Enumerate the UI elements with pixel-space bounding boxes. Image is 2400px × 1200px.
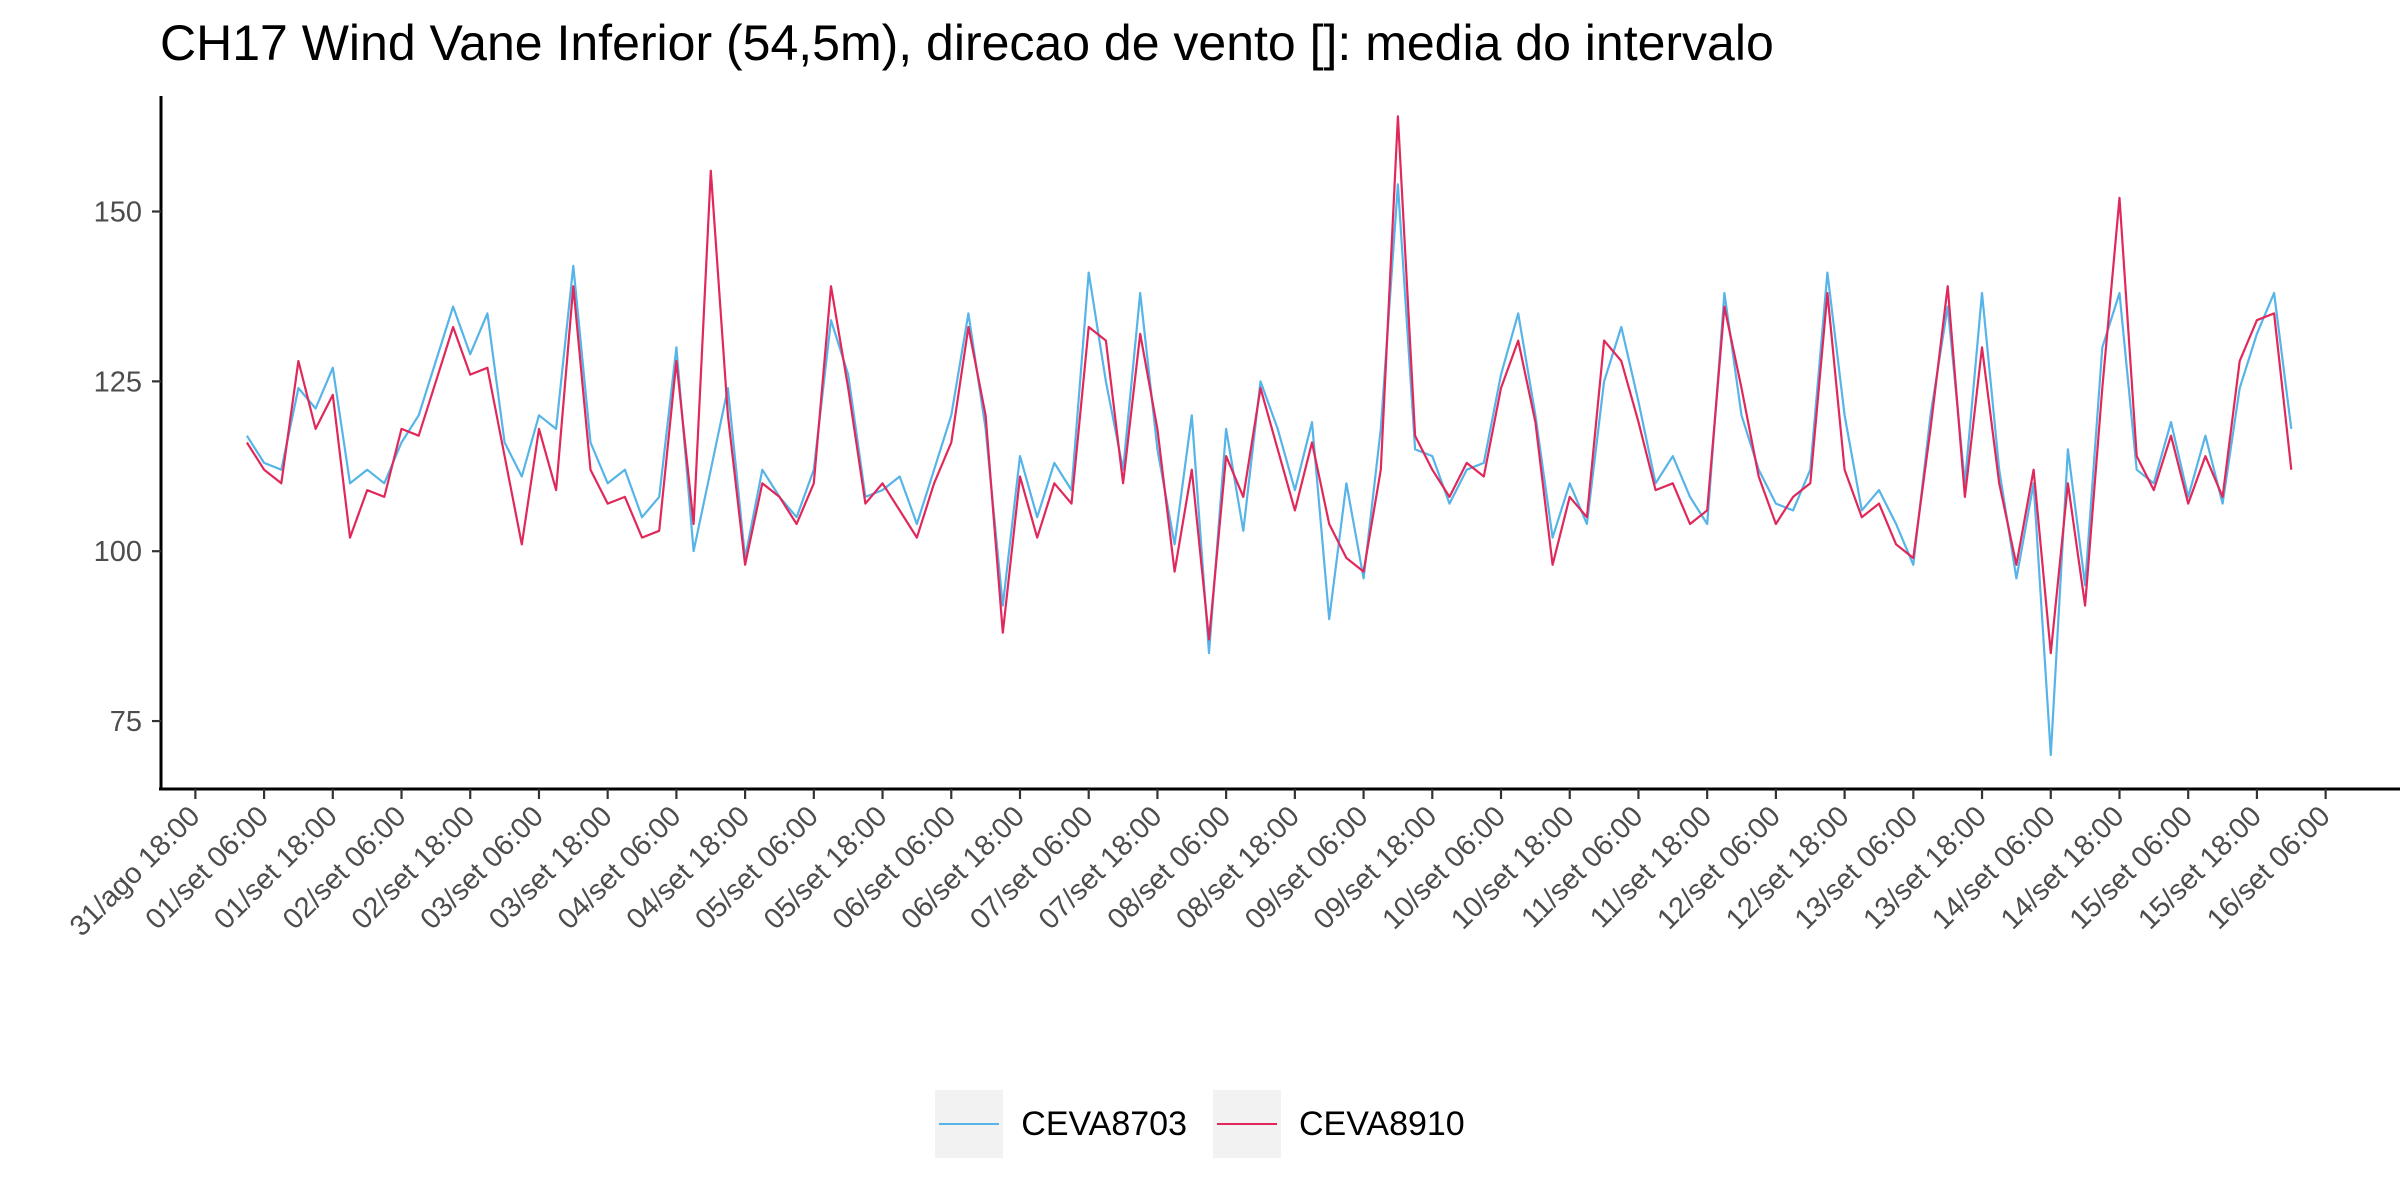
y-axis: 75 100 125 150 — [94, 197, 161, 738]
y-tick-label: 100 — [94, 536, 142, 568]
series-line-ceva8910 — [245, 115, 2293, 655]
series-layer — [245, 115, 2293, 757]
legend-item-ceva8910: CEVA8910 — [1213, 1090, 1465, 1158]
legend-label-ceva8910: CEVA8910 — [1299, 1104, 1465, 1143]
legend-item-ceva8703: CEVA8703 — [935, 1090, 1187, 1158]
legend-key-ceva8910 — [1213, 1090, 1281, 1158]
series-line-ceva8703 — [245, 183, 2293, 757]
legend: CEVA8703 CEVA8910 — [0, 1090, 2400, 1158]
legend-key-ceva8703 — [935, 1090, 1004, 1158]
y-tick-label: 125 — [94, 366, 142, 398]
chart-title: CH17 Wind Vane Inferior (54,5m), direcao… — [160, 15, 1774, 71]
y-tick-label: 75 — [110, 706, 142, 738]
y-tick-label: 150 — [94, 197, 142, 229]
legend-label-ceva8703: CEVA8703 — [1021, 1104, 1187, 1143]
